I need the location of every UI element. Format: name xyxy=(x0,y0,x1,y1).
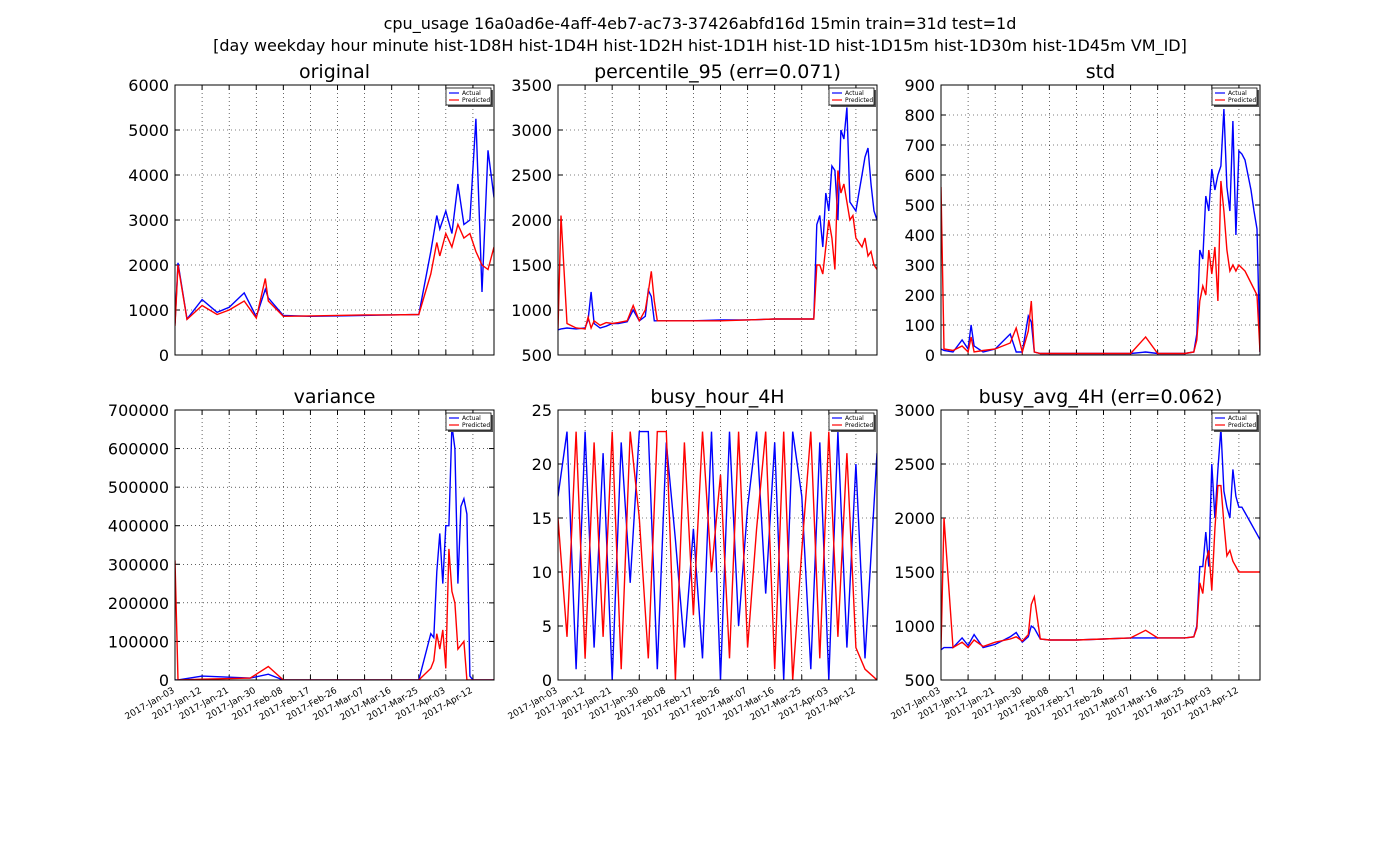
y-tick-label: 0 xyxy=(925,346,935,365)
subplot-title: std xyxy=(1086,61,1115,83)
y-tick-label: 500 xyxy=(904,671,935,690)
y-tick-label: 1000 xyxy=(511,301,552,320)
y-tick-label: 500000 xyxy=(108,478,169,497)
axes-frame xyxy=(174,409,495,681)
series-predicted xyxy=(941,180,1260,355)
y-tick-label: 1500 xyxy=(511,256,552,275)
legend-actual-label: Actual xyxy=(845,415,864,422)
y-tick-label: 300000 xyxy=(108,555,169,574)
axes-frame xyxy=(940,409,1261,681)
legend-predicted-label: Predicted xyxy=(845,97,873,104)
y-tick-label: 1000 xyxy=(128,301,169,320)
y-tick-label: 0 xyxy=(159,671,169,690)
legend-box xyxy=(828,87,875,106)
y-tick-label: 900 xyxy=(904,76,935,95)
series-predicted xyxy=(175,548,494,680)
subplot-busy-hour-4h: busy_hour_4H05101520252017-Jan-032017-Ja… xyxy=(507,386,878,723)
y-tick-label: 5000 xyxy=(128,121,169,140)
series-actual xyxy=(558,430,877,680)
subplot-std: std 0 100 200 300 400 500 600 700 800 900 ActualPre… xyxy=(904,61,1261,365)
y-tick-label: 400 xyxy=(904,226,935,245)
legend-predicted-label: Predicted xyxy=(462,97,490,104)
y-tick-label: 800 xyxy=(904,106,935,125)
y-tick-label: 1000 xyxy=(894,617,935,636)
axes-frame xyxy=(174,84,495,356)
y-tick-label: 3000 xyxy=(128,211,169,230)
y-tick-label: 200 xyxy=(904,286,935,305)
y-tick-label: 5 xyxy=(542,617,552,636)
y-tick-label: 100 xyxy=(904,316,935,335)
legend-actual-label: Actual xyxy=(1228,415,1247,422)
legend-predicted-label: Predicted xyxy=(1228,97,1256,104)
subplot-busy-avg-4h: busy_avg_4H (err=0.062) 500 1000 1500 2000 25… xyxy=(890,386,1261,723)
y-tick-label: 3000 xyxy=(511,121,552,140)
figure-title-line-1: cpu_usage 16a0ad6e-4aff-4eb7-ac73-37426a… xyxy=(383,14,1017,33)
legend-actual-label: Actual xyxy=(845,90,864,97)
subplot-title: busy_avg_4H (err=0.062) xyxy=(979,386,1223,408)
legend-predicted-label: Predicted xyxy=(845,422,873,429)
y-tick-label: 400000 xyxy=(108,517,169,536)
series-predicted xyxy=(558,170,877,331)
subplot-original: original 0 1000 2000 3000 4000 5000 6000 ActualP… xyxy=(128,61,495,365)
axes-frame xyxy=(557,409,878,681)
legend-actual-label: Actual xyxy=(462,90,481,97)
legend-box xyxy=(445,412,492,431)
y-tick-label: 2500 xyxy=(894,455,935,474)
subplot-title: variance xyxy=(294,386,376,408)
subplot-variance: variance 0 100000 200000 300000 400000 500000 6… xyxy=(108,386,495,723)
legend-box xyxy=(1211,412,1258,431)
subplot-percentile-95: percentile_95 (err=0.071) 500 1000 1500 2000… xyxy=(511,61,878,365)
y-tick-label: 6000 xyxy=(128,76,169,95)
legend-actual-label: Actual xyxy=(1228,90,1247,97)
legend-box xyxy=(445,87,492,106)
legend-box xyxy=(1211,87,1258,106)
y-tick-label: 2000 xyxy=(128,256,169,275)
subplot-title: original xyxy=(299,61,370,83)
series-actual xyxy=(558,107,877,331)
y-tick-label: 100000 xyxy=(108,632,169,651)
y-tick-label: 2000 xyxy=(894,509,935,528)
y-tick-label: 600000 xyxy=(108,440,169,459)
series-predicted xyxy=(941,484,1260,649)
subplot-title: busy_hour_4H xyxy=(650,386,784,408)
y-tick-label: 200000 xyxy=(108,594,169,613)
y-tick-label: 2500 xyxy=(511,166,552,185)
y-tick-label: 0 xyxy=(542,671,552,690)
y-tick-label: 25 xyxy=(532,401,552,420)
y-tick-label: 300 xyxy=(904,256,935,275)
legend-predicted-label: Predicted xyxy=(1228,422,1256,429)
y-tick-label: 0 xyxy=(159,346,169,365)
y-tick-label: 700 xyxy=(904,136,935,155)
y-tick-label: 500 xyxy=(521,346,552,365)
y-tick-label: 600 xyxy=(904,166,935,185)
figure-title-line-2: [day weekday hour minute hist-1D8H hist-… xyxy=(213,36,1187,55)
series-actual xyxy=(941,108,1260,355)
legend-actual-label: Actual xyxy=(462,415,481,422)
y-tick-label: 20 xyxy=(532,455,552,474)
legend-predicted-label: Predicted xyxy=(462,422,490,429)
y-tick-label: 700000 xyxy=(108,401,169,420)
y-tick-label: 500 xyxy=(904,196,935,215)
y-tick-label: 3500 xyxy=(511,76,552,95)
legend-box xyxy=(828,412,875,431)
series-predicted xyxy=(558,430,877,680)
y-tick-label: 4000 xyxy=(128,166,169,185)
series-actual xyxy=(175,118,494,324)
series-predicted xyxy=(175,222,494,326)
y-tick-label: 1500 xyxy=(894,563,935,582)
y-tick-label: 2000 xyxy=(511,211,552,230)
series-actual xyxy=(941,428,1260,651)
axes-frame xyxy=(557,84,878,356)
axes-frame xyxy=(940,84,1261,356)
y-tick-label: 3000 xyxy=(894,401,935,420)
subplot-title: percentile_95 (err=0.071) xyxy=(594,61,841,83)
y-tick-label: 10 xyxy=(532,563,552,582)
y-tick-label: 15 xyxy=(532,509,552,528)
